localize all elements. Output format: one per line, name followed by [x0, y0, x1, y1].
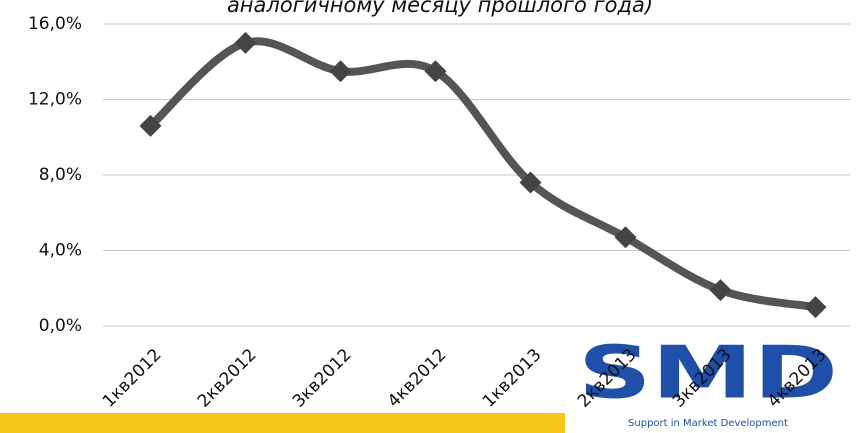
marker	[424, 60, 447, 83]
marker	[709, 279, 732, 302]
logo-text: SMD	[578, 331, 838, 415]
y-tick-label: 0,0%	[39, 316, 82, 336]
x-tick-label: 1кв2013	[479, 345, 546, 412]
x-tick-label: 1кв2012	[99, 345, 166, 412]
x-tick-label: 4кв2012	[384, 345, 451, 412]
logo-subtitle: Support in Market Development	[628, 418, 788, 429]
y-tick-label: 4,0%	[39, 241, 82, 261]
marker	[139, 114, 162, 137]
marker	[614, 226, 637, 249]
y-tick-label: 16,0%	[28, 14, 82, 34]
y-tick-label: 12,0%	[28, 90, 82, 110]
marker	[519, 171, 542, 194]
logo: SMD Support in Market Development	[578, 331, 838, 429]
x-tick-label: 2кв2012	[194, 345, 261, 412]
marker	[329, 60, 352, 83]
x-tick-label: 3кв2012	[289, 345, 356, 412]
footer-bar	[0, 413, 565, 433]
line	[146, 37, 820, 312]
marker	[234, 31, 257, 54]
marker	[804, 296, 827, 319]
y-tick-label: 8,0%	[39, 165, 82, 185]
chart-title: аналогичному месяцу прошлого года)	[227, 0, 653, 17]
